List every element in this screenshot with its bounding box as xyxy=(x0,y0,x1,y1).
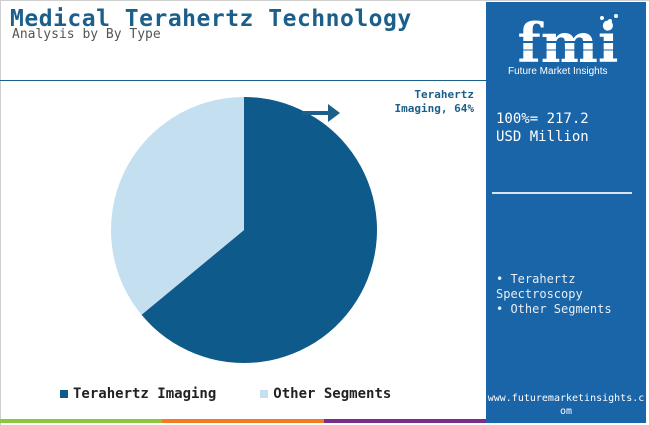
page-subtitle: Analysis by By Type xyxy=(12,27,161,42)
segment-list-item: Other Segments xyxy=(496,302,646,317)
legend-item-other-segments: Other Segments xyxy=(260,386,391,402)
legend-label: Terahertz Imaging xyxy=(73,386,217,402)
logo-text: fmi xyxy=(518,12,619,75)
fmi-logo: fmi xyxy=(514,12,622,75)
market-total: 100%= 217.2 USD Million xyxy=(496,110,589,146)
pie-chart xyxy=(110,97,377,363)
website-url[interactable]: www.futuremarketinsights.com xyxy=(487,393,645,417)
segment-list-item: Terahertz Spectroscopy xyxy=(496,272,646,302)
pie-slice-terahertz-imaging xyxy=(141,97,377,363)
header-divider xyxy=(0,80,486,81)
legend-item-terahertz-imaging: Terahertz Imaging xyxy=(60,386,216,402)
legend-swatch xyxy=(260,390,269,398)
footer-bar-orange xyxy=(162,419,324,423)
pie-slice-other-segments xyxy=(110,97,244,315)
market-total-value: 100%= 217.2 xyxy=(496,111,589,127)
callout-arrow-icon xyxy=(302,104,340,122)
callout-line-1: Terahertz xyxy=(414,88,474,101)
callout-line-2: Imaging, 64% xyxy=(394,102,474,115)
footer-color-bar xyxy=(0,419,486,423)
page-title: Medical Terahertz Technology xyxy=(10,6,412,32)
logo-caption: Future Market Insights xyxy=(508,66,608,77)
pie-callout-label: Terahertz Imaging, 64% xyxy=(360,88,474,116)
footer-bar-purple xyxy=(324,419,486,423)
segment-list: Terahertz Spectroscopy Other Segments xyxy=(496,272,646,317)
market-total-unit: USD Million xyxy=(496,129,589,145)
info-side-panel: fmi Future Market Insights 100%= 217.2 U… xyxy=(486,2,646,423)
legend-label: Other Segments xyxy=(273,386,392,402)
chart-legend: Terahertz Imaging Other Segments xyxy=(60,386,435,402)
footer-bar-green xyxy=(0,419,162,423)
panel-divider xyxy=(492,192,632,194)
legend-swatch xyxy=(60,390,68,398)
